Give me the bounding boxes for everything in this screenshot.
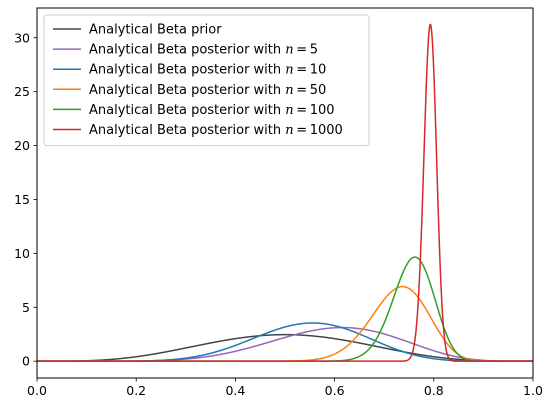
x-tick-label: 1.0 bbox=[523, 383, 543, 398]
x-axis: 0.0 0.2 0.4 0.6 0.8 1.0 bbox=[27, 378, 543, 398]
legend-box bbox=[43, 14, 370, 147]
y-tick-label: 10 bbox=[14, 246, 30, 261]
legend-entry: Analytical Beta posterior with n = 5 bbox=[89, 43, 318, 58]
legend-entry: Analytical Beta prior bbox=[89, 23, 222, 38]
y-tick-label: 5 bbox=[22, 300, 30, 315]
y-tick-label: 20 bbox=[14, 138, 30, 153]
series-layer bbox=[37, 23, 533, 362]
y-tick-label: 0 bbox=[22, 354, 30, 369]
plot-frame bbox=[36, 7, 534, 379]
legend-entry: Analytical Beta posterior with n = 100 bbox=[89, 103, 335, 118]
y-tick-label: 30 bbox=[14, 30, 30, 45]
legend-entry: Analytical Beta posterior with n = 1000 bbox=[89, 123, 343, 138]
legend-entry: Analytical Beta posterior with n = 10 bbox=[89, 63, 326, 78]
x-tick-label: 0.0 bbox=[27, 383, 47, 398]
y-axis: 0 5 10 15 20 25 30 bbox=[14, 30, 37, 369]
legend-entry: Analytical Beta posterior with n = 50 bbox=[89, 83, 326, 98]
legend: Analytical Beta prior Analytical Beta pos… bbox=[43, 14, 370, 147]
x-tick-label: 0.6 bbox=[325, 383, 345, 398]
x-tick-label: 0.2 bbox=[126, 383, 146, 398]
x-tick-label: 0.8 bbox=[424, 383, 444, 398]
y-tick-label: 25 bbox=[14, 84, 30, 99]
x-tick-label: 0.4 bbox=[225, 383, 245, 398]
y-tick-label: 15 bbox=[14, 192, 30, 207]
series-line-0 bbox=[37, 333, 533, 362]
series-line-5 bbox=[37, 23, 533, 362]
